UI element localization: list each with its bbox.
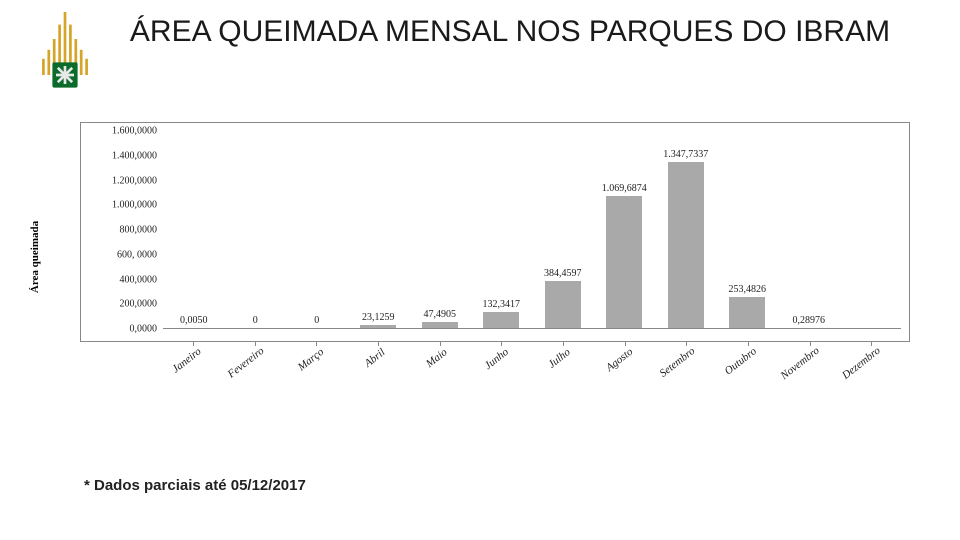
bar-slot: 23,1259 — [348, 131, 410, 328]
slide-title: ÁREA QUEIMADA MENSAL NOS PARQUES DO IBRA… — [110, 8, 940, 50]
x-axis-label: Novembro — [778, 345, 821, 382]
bar-value-label: 0 — [314, 315, 319, 326]
y-tick-label: 0,0000 — [130, 324, 158, 335]
x-axis-label: Dezembro — [840, 345, 883, 382]
bar-slot: 47,4905 — [409, 131, 471, 328]
bar-slot: 253,4826 — [717, 131, 779, 328]
y-tick-label: 1.000,0000 — [112, 200, 157, 211]
chart-frame: 0,0000 200,0000 400,0000 600, 0000 800,0000 1… — [80, 122, 910, 342]
y-axis-label: Área queimada — [26, 122, 44, 392]
bar-slot: 132,3417 — [471, 131, 533, 328]
bar-slot: 384,4597 — [532, 131, 594, 328]
bar-value-label: 384,4597 — [544, 268, 582, 279]
bar-slot — [840, 131, 902, 328]
burned-area-chart: Área queimada 0,0000200,0000400,0000600,… — [50, 122, 910, 392]
bar-slot: 0,0050 — [163, 131, 225, 328]
bar — [729, 297, 765, 328]
bar-value-label: 132,3417 — [483, 299, 521, 310]
x-axis-label: Maio — [423, 346, 449, 370]
footnote: * Dados parciais até 05/12/2017 — [84, 477, 306, 494]
y-tick-label: 200,0000 — [120, 299, 158, 310]
bar-value-label: 0,28976 — [793, 315, 826, 326]
bar-value-label: 1.069,6874 — [602, 183, 647, 194]
bar-slot: 1.347,7337 — [655, 131, 717, 328]
bar-slot: 0 — [225, 131, 287, 328]
x-axis-label: Setembro — [658, 345, 698, 380]
bar — [606, 196, 642, 328]
y-tick-label: 600, 0000 — [117, 249, 157, 260]
bar — [360, 325, 396, 328]
bar-value-label: 0 — [253, 315, 258, 326]
bar-value-label: 253,4826 — [729, 284, 767, 295]
x-axis-label: Março — [296, 346, 326, 374]
bar-value-label: 1.347,7337 — [663, 149, 708, 160]
y-tick-label: 1.200,0000 — [112, 175, 157, 186]
x-axis-label: Janeiro — [170, 346, 204, 376]
bar — [668, 162, 704, 328]
bar — [483, 312, 519, 328]
brasilia-logo-icon — [20, 12, 110, 102]
y-tick-label: 800,0000 — [120, 225, 158, 236]
bar-slot: 0,28976 — [778, 131, 840, 328]
bar-value-label: 0,0050 — [180, 315, 208, 326]
x-axis-label: Abril — [362, 346, 387, 369]
x-axis-label: Outubro — [722, 345, 758, 377]
y-tick-label: 400,0000 — [120, 274, 158, 285]
y-tick-label: 1.600,0000 — [112, 126, 157, 137]
bar — [422, 322, 458, 328]
x-axis-label: Fevereiro — [225, 345, 266, 381]
x-axis-label: Agosto — [603, 346, 634, 374]
y-tick-label: 1.400,0000 — [112, 150, 157, 161]
bar-value-label: 47,4905 — [424, 309, 457, 320]
x-axis-label: Julho — [546, 346, 573, 371]
x-axis-label: Junho — [483, 346, 512, 372]
bar — [545, 281, 581, 328]
bar-slot: 1.069,6874 — [594, 131, 656, 328]
bar-value-label: 23,1259 — [362, 312, 395, 323]
bar-slot: 0 — [286, 131, 348, 328]
